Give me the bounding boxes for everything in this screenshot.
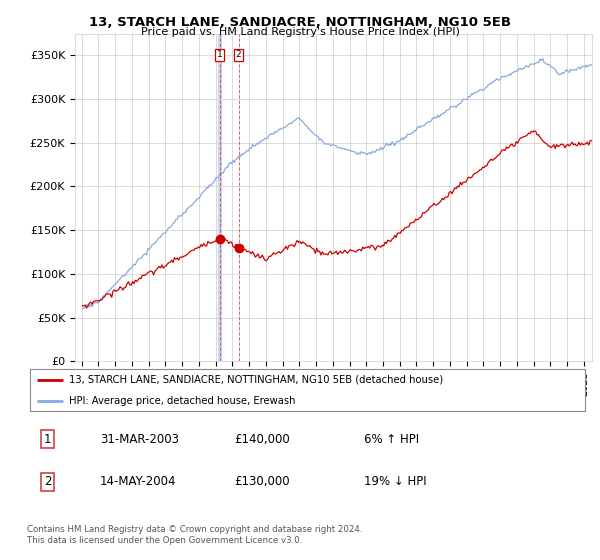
Text: £130,000: £130,000 (235, 475, 290, 488)
Text: Price paid vs. HM Land Registry's House Price Index (HPI): Price paid vs. HM Land Registry's House … (140, 27, 460, 37)
Text: 14-MAY-2004: 14-MAY-2004 (100, 475, 176, 488)
Bar (218, 34, 221, 361)
Text: 1: 1 (217, 50, 223, 59)
Text: 2: 2 (44, 475, 52, 488)
Text: 13, STARCH LANE, SANDIACRE, NOTTINGHAM, NG10 5EB (detached house): 13, STARCH LANE, SANDIACRE, NOTTINGHAM, … (69, 375, 443, 385)
Text: 6% ↑ HPI: 6% ↑ HPI (364, 433, 419, 446)
Text: Contains HM Land Registry data © Crown copyright and database right 2024.
This d: Contains HM Land Registry data © Crown c… (27, 525, 362, 545)
Text: 1: 1 (44, 433, 52, 446)
Text: 13, STARCH LANE, SANDIACRE, NOTTINGHAM, NG10 5EB: 13, STARCH LANE, SANDIACRE, NOTTINGHAM, … (89, 16, 511, 29)
Text: HPI: Average price, detached house, Erewash: HPI: Average price, detached house, Erew… (69, 396, 296, 406)
Text: 31-MAR-2003: 31-MAR-2003 (100, 433, 179, 446)
Text: 19% ↓ HPI: 19% ↓ HPI (364, 475, 426, 488)
FancyBboxPatch shape (30, 369, 585, 412)
Text: 2: 2 (236, 50, 241, 59)
Text: £140,000: £140,000 (235, 433, 290, 446)
